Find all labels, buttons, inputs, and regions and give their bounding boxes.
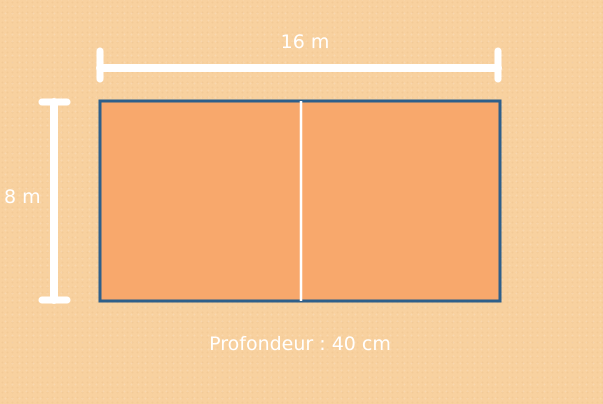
height-label: 8 m <box>4 186 41 208</box>
height-dimension-bar <box>38 98 71 304</box>
width-dimension-bar <box>96 47 502 83</box>
depth-label: Profondeur : 40 cm <box>209 333 391 355</box>
width-label: 16 m <box>280 31 330 53</box>
